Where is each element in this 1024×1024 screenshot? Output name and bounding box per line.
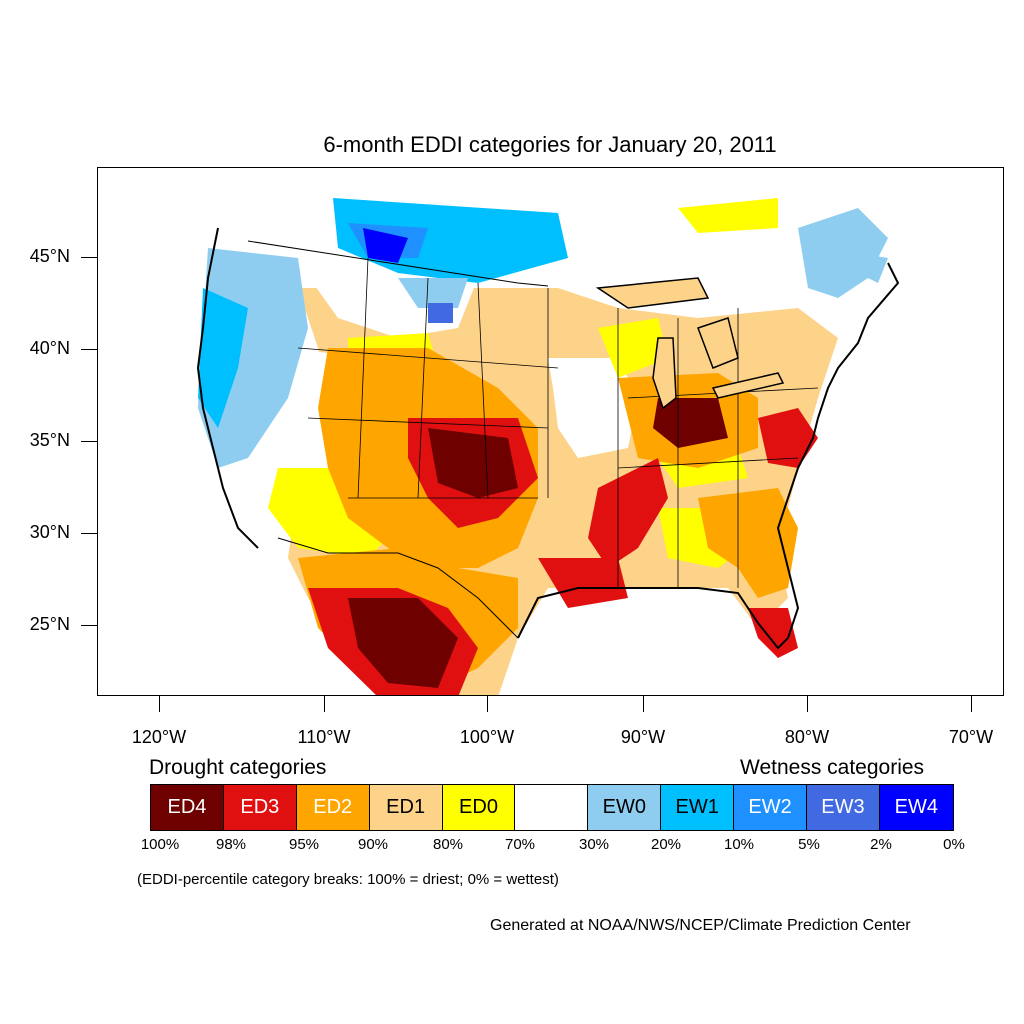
lat-label-25: 25°N [29, 614, 70, 634]
category-legend: ED4 ED3 ED2 ED1 ED0 EW0 EW1 EW2 EW3 EW4 [150, 784, 954, 831]
lake-michigan [652, 337, 677, 410]
ed3-region-mississippi [588, 458, 668, 568]
lat-tick-30 [81, 533, 97, 534]
state-borders [297, 257, 819, 588]
legend-label-ew1: EW1 [675, 796, 719, 818]
map-canvas [196, 198, 900, 695]
break-label-90: 90% [357, 836, 389, 853]
ed2-region-southeast [698, 488, 798, 598]
lon-tick-90 [643, 696, 644, 712]
legend-label-ew4: EW4 [894, 796, 939, 818]
credit-line: Generated at NOAA/NWS/NCEP/Climate Predi… [490, 917, 911, 934]
lon-label-120: 120°W [131, 727, 187, 747]
map-title: 6-month EDDI categories for January 20, … [323, 132, 777, 157]
legend-label-ed3: ED3 [240, 796, 280, 818]
white-region-midwest [548, 358, 638, 458]
break-label-70: 70% [504, 836, 536, 853]
ed0-region-canada [678, 198, 778, 233]
legend-label-ed0: ED0 [459, 796, 498, 818]
lat-label-35: 35°N [29, 430, 70, 450]
legend-label-ew0: EW0 [602, 796, 646, 818]
lat-label-45: 45°N [29, 246, 70, 266]
break-label-100: 100% [140, 836, 180, 853]
ew0-region-maine [858, 253, 888, 283]
legend-label-ed1: ED1 [386, 796, 426, 818]
legend-box-ed4: ED4 [151, 785, 224, 830]
legend-label-ed4: ED4 [167, 796, 207, 818]
wetness-categories-title: Wetness categories [740, 756, 925, 779]
legend-box-ew0: EW0 [588, 785, 662, 830]
legend-box-neutral [515, 785, 589, 830]
legend-box-ew3: EW3 [807, 785, 880, 830]
break-label-80: 80% [432, 836, 464, 853]
us-mexico-border [277, 537, 519, 639]
lat-label-40: 40°N [29, 338, 70, 358]
lon-label-110: 110°W [297, 727, 351, 747]
break-label-20: 20% [650, 836, 682, 853]
ed4-region-ohio-valley [653, 398, 728, 448]
lon-tick-110 [324, 696, 325, 712]
break-label-30: 30% [578, 836, 610, 853]
us-canada-border [247, 240, 549, 287]
lon-label-70: 70°W [948, 727, 994, 747]
break-label-2: 2% [870, 836, 892, 853]
lon-tick-70 [971, 696, 972, 712]
break-label-95: 95% [288, 836, 320, 853]
lake-huron [697, 317, 739, 369]
break-label-10: 10% [723, 836, 755, 853]
ed4-region-mexico [348, 598, 458, 688]
break-label-5: 5% [798, 836, 820, 853]
lat-tick-25 [81, 625, 97, 626]
ew3-region-dakota [428, 303, 453, 323]
legend-box-ew1: EW1 [661, 785, 735, 830]
legend-box-ed3: ED3 [223, 785, 297, 830]
eddi-map [97, 167, 1004, 696]
lat-tick-45 [81, 257, 97, 258]
ed3-region-gulf [538, 558, 628, 608]
lat-label-30: 30°N [29, 522, 70, 542]
east-coast [776, 262, 900, 639]
ed0-region-greatlakes [598, 318, 668, 378]
lon-label-80: 80°W [784, 727, 830, 747]
ed3-region-florida [748, 608, 798, 658]
legend-label-ed2: ED2 [313, 796, 353, 818]
legend-box-ew4: EW4 [879, 785, 953, 830]
legend-box-ed0: ED0 [442, 785, 516, 830]
legend-box-ed2: ED2 [296, 785, 370, 830]
west-coast [196, 227, 259, 549]
ed3-region-appalachia [758, 408, 818, 468]
legend-label-ew3: EW3 [821, 796, 865, 818]
drought-categories-title: Drought categories [149, 756, 327, 779]
legend-box-ew2: EW2 [734, 785, 808, 830]
lat-tick-40 [81, 349, 97, 350]
break-label-0: 0% [943, 836, 965, 853]
legend-label-ew2: EW2 [748, 796, 792, 818]
lon-tick-80 [807, 696, 808, 712]
ew1-region-pacific [198, 288, 248, 428]
lake-superior [595, 277, 710, 309]
category-breaks-note: (EDDI-percentile category breaks: 100% =… [137, 871, 559, 888]
ew4-region-montana [363, 228, 408, 263]
lon-label-100: 100°W [459, 727, 515, 747]
lake-erie [711, 372, 785, 399]
lon-label-90: 90°W [620, 727, 666, 747]
lon-tick-120 [159, 696, 160, 712]
ed4-region-southern-plains [428, 428, 518, 498]
lon-tick-100 [487, 696, 488, 712]
ew0-region-northern-rockies [398, 278, 468, 308]
lat-tick-35 [81, 441, 97, 442]
legend-box-ed1: ED1 [369, 785, 443, 830]
break-label-98: 98% [215, 836, 247, 853]
